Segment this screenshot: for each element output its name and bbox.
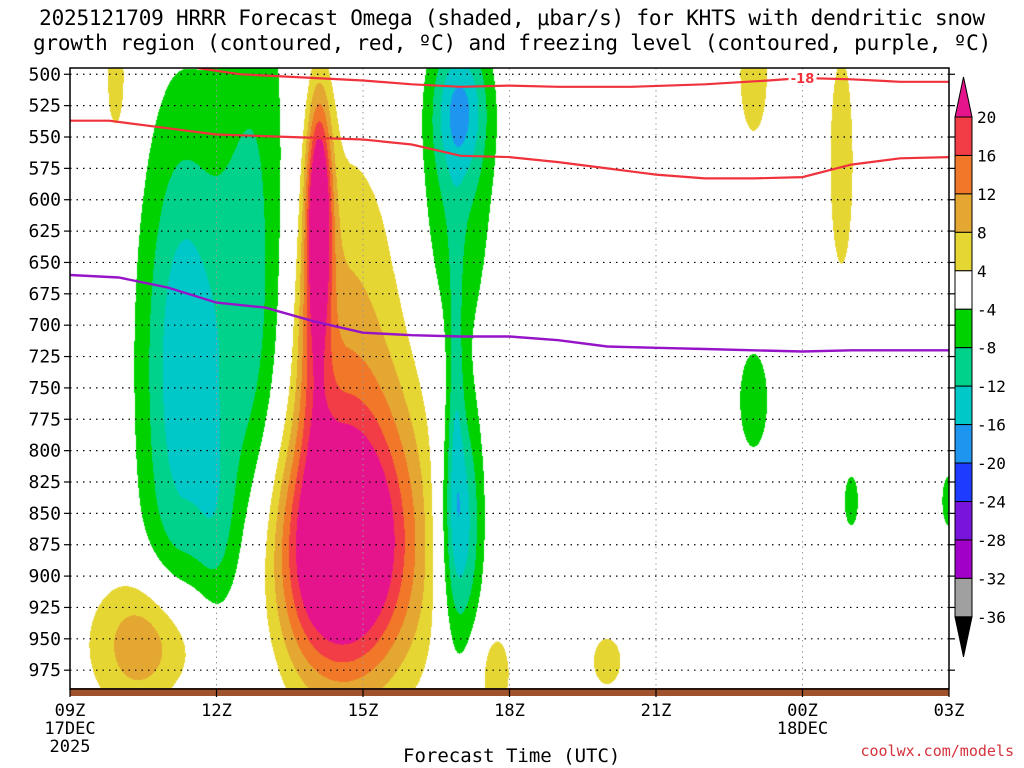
y-tick-label-800: 800 (28, 441, 61, 462)
colorbar-label--32: -32 (977, 569, 1006, 588)
colorbar-bin--20--16 (954, 424, 973, 464)
x-tick-label-18Z: 18Z (494, 701, 525, 721)
y-tick-label-900: 900 (28, 566, 61, 587)
y-tick-label-850: 850 (28, 503, 61, 524)
x-tick-label-09Z: 09Z (55, 701, 86, 721)
colorbar-bin-8-12 (954, 193, 973, 233)
omega-shading (70, 68, 949, 689)
x-tick-label-21Z: 21Z (641, 701, 672, 721)
dgz-contour-1 (70, 119, 949, 180)
colorbar-bottom-arrow (954, 616, 973, 657)
chart-title: 2025121709 HRRR Forecast Omega (shaded, … (32, 6, 992, 55)
colorbar-label-20: 20 (977, 108, 996, 127)
colorbar-label--24: -24 (977, 493, 1006, 512)
x-tick-label-15Z: 15Z (348, 701, 379, 721)
y-tick-label-550: 550 (28, 127, 61, 148)
colorbar-bin--12--8 (954, 347, 973, 387)
colorbar-bin--4-4 (954, 270, 973, 310)
credit-link[interactable]: coolwx.com/models (860, 742, 1014, 760)
colorbar-label--4: -4 (977, 300, 996, 319)
colorbar-bin-4-8 (954, 231, 973, 272)
y-tick-label-775: 775 (28, 409, 61, 430)
y-tick-label-925: 925 (28, 597, 61, 618)
x-tick-label-00Z: 00Z (787, 701, 818, 721)
y-tick-label-650: 650 (28, 252, 61, 273)
dgz-label-bg (788, 71, 817, 86)
pressure-axis: 500 525 550 575 600 625 650 675 700 725 750 775 800 8… (28, 64, 955, 681)
y-tick-label-525: 525 (28, 96, 61, 117)
colorbar-bin-12-16 (954, 154, 973, 195)
x-axis-label: Forecast Time (UTC) (403, 745, 621, 767)
colorbar-bin--32--28 (954, 539, 973, 579)
y-tick-label-675: 675 (28, 284, 61, 305)
x-tick-label-12Z: 12Z (201, 701, 232, 721)
colorbar-top-arrow (954, 76, 973, 118)
y-tick-label-950: 950 (28, 629, 61, 650)
y-tick-label-600: 600 (28, 190, 61, 211)
colorbar-label-4: 4 (977, 262, 987, 281)
y-tick-label-725: 725 (28, 347, 61, 368)
contour-lines: -18 (70, 68, 949, 353)
colorbar-bin--24--20 (954, 462, 973, 502)
y-tick-label-975: 975 (28, 660, 61, 681)
x-tick-date-09Z: 17DEC (44, 719, 95, 739)
y-tick-label-750: 750 (28, 378, 61, 399)
colorbar-label-12: 12 (977, 185, 996, 204)
colorbar-bin--8--4 (954, 308, 973, 349)
colorbar-label--20: -20 (977, 454, 1006, 473)
freezing-level-contour (70, 273, 949, 353)
colorbar-label-8: 8 (977, 223, 987, 242)
x-tick-year-09Z: 2025 (50, 737, 91, 757)
y-tick-label-575: 575 (28, 158, 61, 179)
y-tick-label-825: 825 (28, 472, 61, 493)
y-tick-label-625: 625 (28, 221, 61, 242)
colorbar-label-16: 16 (977, 146, 996, 165)
dgz-contour-0 (196, 68, 949, 88)
colorbar-bin--28--24 (954, 501, 973, 541)
y-tick-label-500: 500 (28, 64, 61, 85)
colorbar-bin-16-20 (954, 116, 973, 156)
dgz-contour-label: -18 (791, 72, 815, 87)
y-tick-label-875: 875 (28, 535, 61, 556)
y-tick-label-700: 700 (28, 315, 61, 336)
grid-lines (70, 68, 949, 689)
colorbar-label--12: -12 (977, 377, 1006, 396)
colorbar-label--8: -8 (977, 339, 996, 358)
colorbar-label--36: -36 (977, 608, 1006, 627)
colorbar-bin--36--32 (954, 577, 973, 618)
colorbar-label--16: -16 (977, 416, 1006, 435)
colorbar: 20 16 12 8 4 -4 -8 -12 -16 -20 -24 -28 -32 -36 (954, 76, 1006, 657)
x-tick-label-03Z: 03Z (934, 701, 965, 721)
x-tick-date-00Z: 18DEC (777, 719, 828, 739)
colorbar-label--28: -28 (977, 531, 1006, 550)
colorbar-bin--16--12 (954, 385, 973, 426)
